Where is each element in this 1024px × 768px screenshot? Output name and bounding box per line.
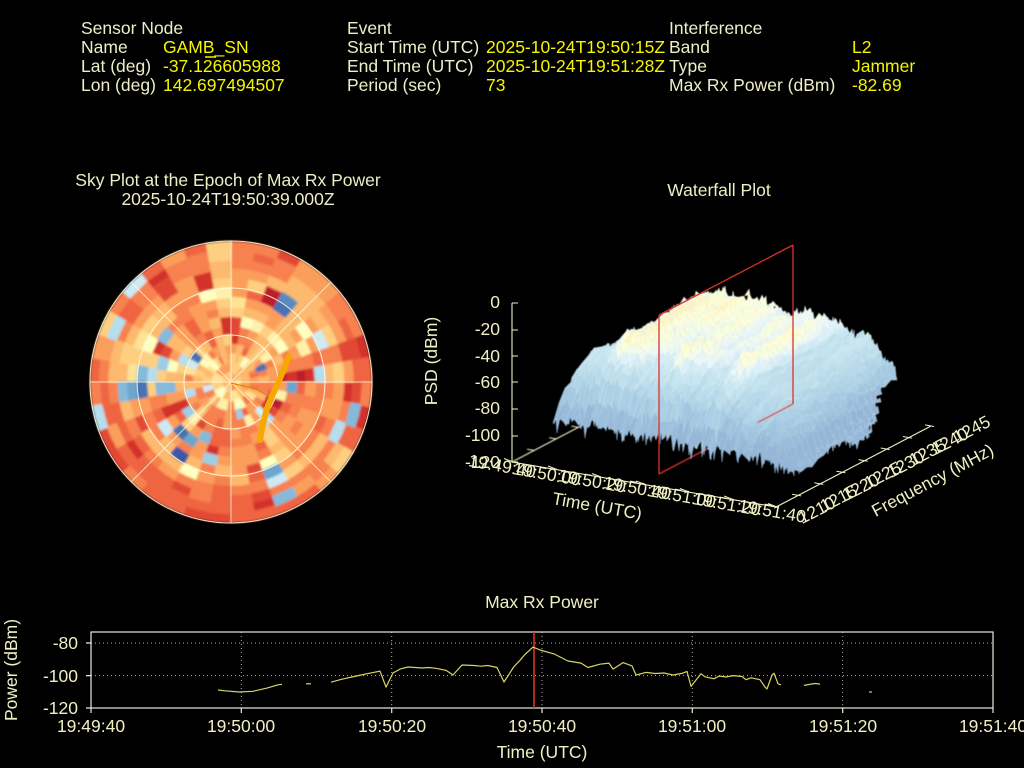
svg-text:L2: L2 bbox=[852, 37, 871, 57]
svg-text:PSD (dBm): PSD (dBm) bbox=[421, 317, 441, 405]
svg-text:Power (dBm): Power (dBm) bbox=[1, 619, 21, 721]
svg-text:-82.69: -82.69 bbox=[852, 75, 902, 95]
svg-text:73: 73 bbox=[486, 75, 505, 95]
svg-text:19:50:00: 19:50:00 bbox=[207, 716, 275, 736]
svg-text:Max Rx Power: Max Rx Power bbox=[485, 592, 599, 612]
svg-text:2025-10-24T19:50:39.000Z: 2025-10-24T19:50:39.000Z bbox=[121, 189, 334, 209]
svg-text:Lon (deg): Lon (deg) bbox=[81, 75, 156, 95]
svg-text:-60: -60 bbox=[475, 372, 501, 392]
svg-text:Event: Event bbox=[347, 18, 392, 38]
svg-text:-120: -120 bbox=[43, 698, 78, 718]
svg-text:142.697494507: 142.697494507 bbox=[163, 75, 285, 95]
svg-text:19:51:40: 19:51:40 bbox=[959, 716, 1024, 736]
svg-text:Max Rx Power (dBm): Max Rx Power (dBm) bbox=[669, 75, 835, 95]
svg-text:-80: -80 bbox=[475, 398, 501, 418]
svg-text:-37.126605988: -37.126605988 bbox=[163, 56, 281, 76]
svg-text:19:51:00: 19:51:00 bbox=[658, 716, 726, 736]
svg-text:Sky Plot at the Epoch of Max R: Sky Plot at the Epoch of Max Rx Power bbox=[75, 170, 381, 190]
svg-text:2025-10-24T19:51:28Z: 2025-10-24T19:51:28Z bbox=[486, 56, 665, 76]
svg-text:-80: -80 bbox=[53, 633, 79, 653]
svg-text:Waterfall Plot: Waterfall Plot bbox=[667, 180, 771, 200]
svg-text:Type: Type bbox=[669, 56, 707, 76]
svg-text:Band: Band bbox=[669, 37, 710, 57]
svg-text:GAMB_SN: GAMB_SN bbox=[163, 37, 249, 58]
svg-text:2025-10-24T19:50:15Z: 2025-10-24T19:50:15Z bbox=[486, 37, 665, 57]
svg-text:-120: -120 bbox=[465, 452, 500, 472]
svg-text:Start Time (UTC): Start Time (UTC) bbox=[347, 37, 479, 57]
svg-text:19:50:20: 19:50:20 bbox=[358, 716, 426, 736]
svg-text:Jammer: Jammer bbox=[852, 56, 915, 76]
svg-text:-40: -40 bbox=[475, 346, 501, 366]
svg-text:19:49:40: 19:49:40 bbox=[57, 716, 125, 736]
svg-text:0: 0 bbox=[490, 292, 500, 312]
svg-text:-100: -100 bbox=[465, 425, 500, 445]
svg-text:-20: -20 bbox=[475, 319, 501, 339]
svg-text:Lat (deg): Lat (deg) bbox=[81, 56, 151, 76]
svg-text:-100: -100 bbox=[43, 666, 78, 686]
svg-text:Name: Name bbox=[81, 37, 128, 57]
svg-text:End Time (UTC): End Time (UTC) bbox=[347, 56, 473, 76]
svg-text:Period (sec): Period (sec) bbox=[347, 75, 441, 95]
svg-text:Interference: Interference bbox=[669, 18, 762, 38]
svg-text:19:50:40: 19:50:40 bbox=[508, 716, 576, 736]
svg-text:Sensor Node: Sensor Node bbox=[81, 18, 183, 38]
svg-text:Time (UTC): Time (UTC) bbox=[497, 742, 588, 762]
svg-text:19:51:20: 19:51:20 bbox=[809, 716, 877, 736]
